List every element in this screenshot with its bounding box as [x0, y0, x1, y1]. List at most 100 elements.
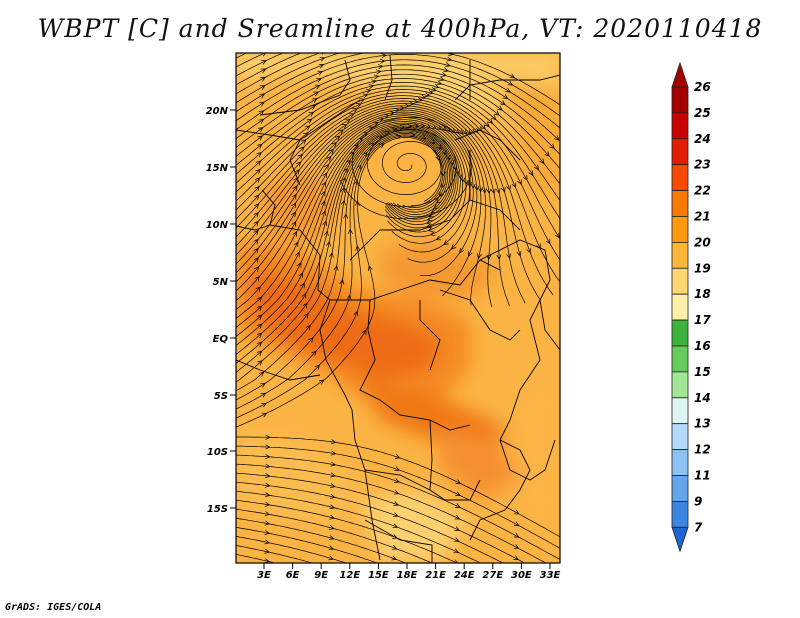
streamline-arrow — [506, 185, 511, 191]
streamline-arrow — [305, 324, 311, 331]
streamline-arrow — [253, 247, 259, 254]
streamline — [236, 117, 470, 301]
streamline-arrow — [470, 183, 476, 190]
streamline-arrow — [339, 278, 345, 285]
streamline-arrow — [435, 235, 442, 241]
streamline — [236, 463, 547, 563]
colorbar-segment — [671, 164, 689, 191]
streamline-arrow — [441, 182, 446, 189]
streamline-arrow — [394, 466, 401, 472]
streamline-arrow — [257, 135, 264, 141]
streamline — [236, 111, 482, 297]
streamline-arrow — [304, 125, 311, 131]
colorbar-label: 23 — [694, 158, 711, 172]
streamline — [236, 133, 447, 401]
streamline-arrow — [378, 117, 385, 123]
streamline-arrow — [254, 275, 260, 282]
streamline-arrow — [440, 171, 446, 177]
streamline-arrow — [261, 412, 268, 418]
streamline-arrow — [354, 200, 360, 206]
streamline-arrow — [261, 60, 267, 65]
lat-tick-label: 20N — [206, 106, 229, 117]
streamline-arrow — [319, 56, 326, 62]
wbpt-shaded-field — [236, 53, 560, 563]
streamline-arrow — [326, 155, 332, 162]
streamline-arrow — [375, 69, 382, 75]
streamline-arrow — [330, 472, 336, 478]
streamline-arrow — [258, 110, 265, 116]
streamline-arrow — [253, 266, 260, 272]
streamline-arrow — [256, 305, 263, 311]
lon-tick-label: 6E — [286, 570, 300, 581]
streamline-arrow — [494, 110, 500, 116]
streamline-arrow — [453, 128, 460, 135]
streamline-arrow — [311, 350, 317, 356]
streamline — [236, 53, 266, 68]
streamline-arrow — [474, 185, 480, 192]
streamline-arrow — [455, 491, 462, 496]
streamline — [236, 64, 560, 142]
streamline-arrow — [517, 179, 522, 186]
streamline-arrow — [454, 559, 459, 563]
streamline-arrow — [427, 227, 434, 233]
streamline-arrow — [495, 188, 501, 194]
streamline-arrow — [264, 520, 271, 526]
streamline-arrow — [463, 179, 469, 186]
streamline-arrow — [477, 253, 482, 259]
streamline-arrow — [513, 544, 520, 549]
streamline-arrow — [256, 341, 263, 347]
colorbar-label: 24 — [694, 132, 711, 146]
streamline-arrow — [341, 176, 346, 183]
colorbar-segment — [671, 371, 689, 399]
streamline-arrow — [291, 220, 297, 227]
streamline-arrow — [359, 98, 366, 104]
streamline-arrow — [328, 252, 334, 258]
streamline-arrow — [465, 129, 472, 135]
streamline-arrow — [500, 100, 506, 106]
streamline-arrow — [264, 473, 271, 479]
country-border — [364, 519, 433, 563]
streamline-arrow — [505, 87, 511, 93]
streamline-arrow — [291, 193, 297, 200]
colorbar-label: 14 — [694, 391, 711, 405]
streamline — [236, 126, 455, 355]
lon-tick-label: 9E — [314, 570, 328, 581]
streamline-arrow — [453, 537, 460, 543]
streamline — [236, 113, 478, 283]
streamline-arrow — [265, 454, 271, 460]
streamline-arrow — [379, 58, 386, 64]
streamline-arrow — [357, 137, 364, 143]
streamline — [236, 53, 560, 113]
country-border — [349, 150, 471, 261]
colorbar-segment — [671, 423, 689, 451]
streamline-arrow — [507, 80, 514, 86]
streamline-arrow — [404, 103, 410, 109]
streamline-arrow — [264, 539, 271, 545]
streamline-arrow — [311, 98, 318, 104]
streamline-arrow — [500, 186, 506, 193]
streamline-arrow — [308, 337, 314, 343]
streamline-arrow — [516, 250, 522, 257]
streamline-arrow — [323, 230, 329, 237]
streamline-arrow — [301, 292, 307, 299]
streamline-arrow — [257, 127, 264, 133]
streamline — [236, 89, 560, 240]
streamline-arrow — [513, 532, 520, 538]
streamline-arrow — [316, 77, 322, 83]
lat-tick-label: 5S — [214, 391, 228, 402]
streamline-arrow — [318, 379, 325, 385]
streamline — [236, 436, 560, 538]
country-border — [479, 239, 551, 321]
streamline-arrow — [362, 93, 369, 99]
country-borders — [236, 54, 560, 563]
streamline-arrow — [461, 129, 468, 136]
colorbar-segment — [671, 241, 689, 269]
streamline — [236, 125, 457, 346]
streamline-arrow — [453, 548, 460, 554]
lon-tick-label: 15E — [368, 570, 389, 581]
streamline-arrow — [264, 548, 271, 554]
colorbar-label: 7 — [694, 520, 703, 534]
streamline — [236, 131, 449, 392]
colorbar-label: 21 — [694, 210, 711, 224]
country-border — [454, 74, 560, 101]
